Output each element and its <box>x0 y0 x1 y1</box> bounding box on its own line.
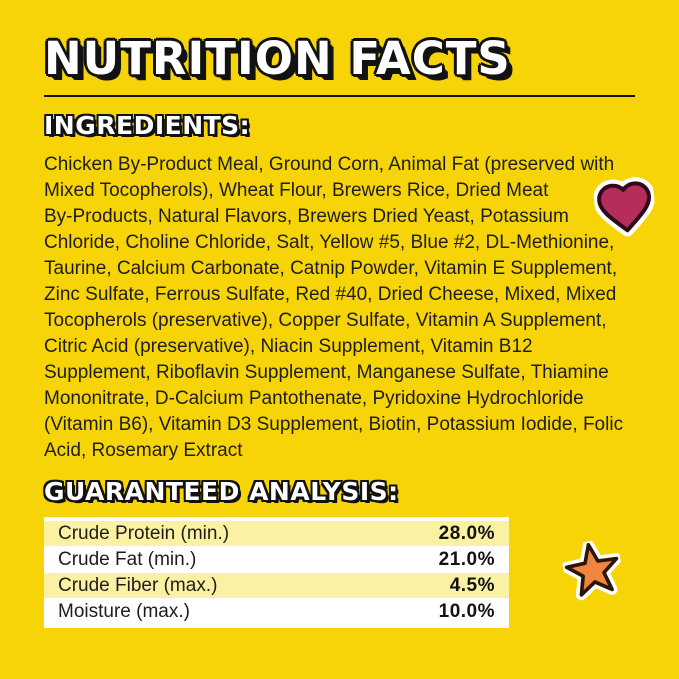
title-divider <box>44 95 635 97</box>
row-value: 10.0% <box>438 600 495 622</box>
label-content: NUTRITION FACTS INGREDIENTS: Chicken By-… <box>44 32 635 628</box>
ingredients-text: Chicken By-Product Meal, Ground Corn, An… <box>44 154 624 461</box>
guaranteed-analysis-table: Crude Protein (min.) 28.0% Crude Fat (mi… <box>44 517 509 628</box>
row-label: Crude Fiber (max.) <box>58 574 218 596</box>
row-label: Crude Fat (min.) <box>58 548 197 570</box>
table-row: Crude Fiber (max.) 4.5% <box>44 573 509 598</box>
row-value: 21.0% <box>438 548 495 570</box>
ingredients-heading: INGREDIENTS: <box>44 111 251 140</box>
row-label: Crude Protein (min.) <box>58 522 230 544</box>
row-value: 4.5% <box>449 574 495 596</box>
star-icon <box>561 539 622 601</box>
table-row: Crude Fat (min.) 21.0% <box>44 547 509 572</box>
row-label: Moisture (max.) <box>58 600 190 622</box>
heart-icon <box>592 177 656 237</box>
row-value: 28.0% <box>438 522 495 544</box>
guaranteed-analysis-heading: GUARANTEED ANALYSIS: <box>44 477 399 506</box>
page-title: NUTRITION FACTS <box>44 32 511 85</box>
table-row: Moisture (max.) 10.0% <box>44 599 509 624</box>
table-row: Crude Protein (min.) 28.0% <box>44 521 509 546</box>
